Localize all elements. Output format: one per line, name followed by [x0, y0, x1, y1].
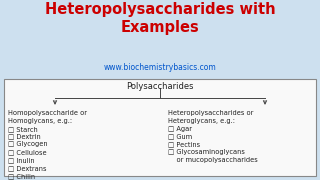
Text: Homopolysaccharide or
Homoglycans, e.g.:
□ Starch
□ Dextrin
□ Glycogen
□ Cellulo: Homopolysaccharide or Homoglycans, e.g.:… [8, 110, 87, 179]
FancyBboxPatch shape [4, 79, 316, 176]
Text: www.biochemistrybasics.com: www.biochemistrybasics.com [104, 63, 216, 72]
Text: Heteropolysaccharides with
Examples: Heteropolysaccharides with Examples [45, 2, 275, 35]
Text: Heteropolysaccharides or
Heteroglycans, e.g.:
□ Agar
□ Gum
□ Pectins
□ Glycosami: Heteropolysaccharides or Heteroglycans, … [168, 110, 258, 163]
Text: Polysaccharides: Polysaccharides [126, 82, 194, 91]
